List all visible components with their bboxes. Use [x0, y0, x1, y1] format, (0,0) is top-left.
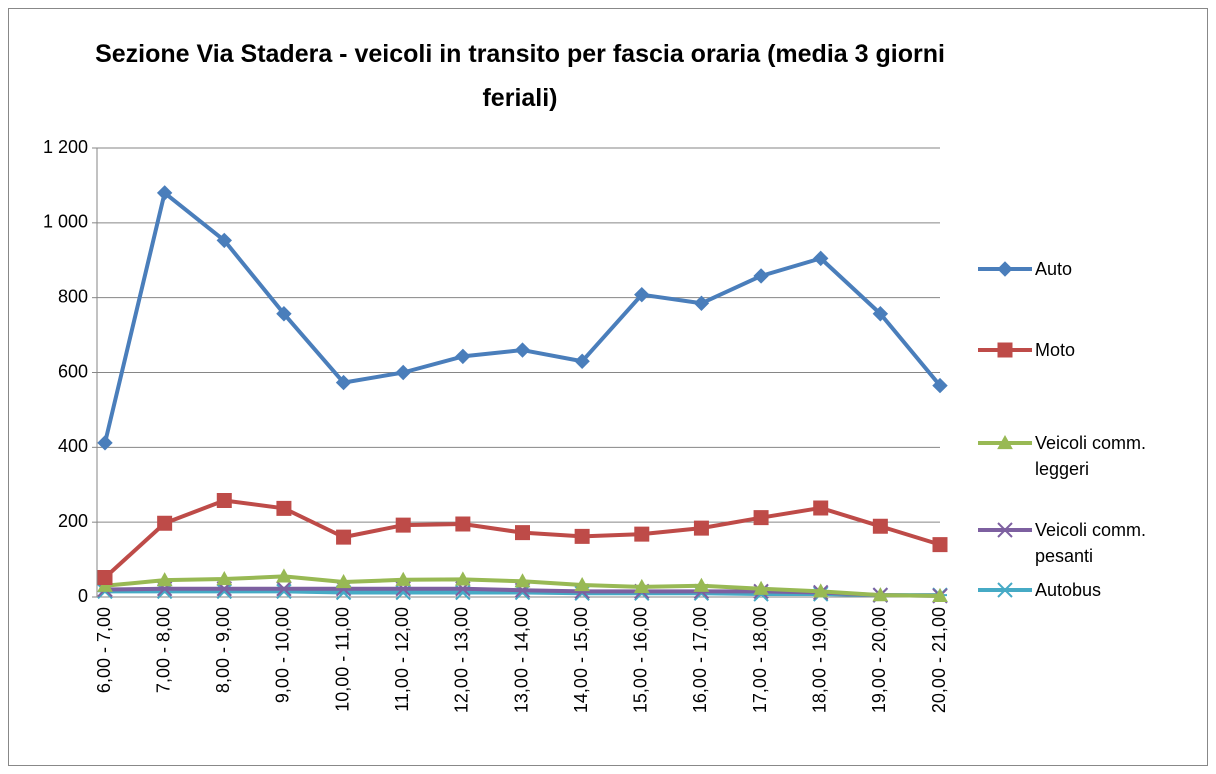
data-point	[156, 185, 173, 201]
data-point	[276, 568, 292, 583]
chart-border	[8, 8, 1208, 766]
data-point	[455, 571, 471, 586]
legend-label: Veicoli comm. pesanti	[1035, 520, 1147, 566]
data-point	[395, 364, 411, 381]
x-tick-label: 19,00 - 20,00	[869, 607, 889, 713]
legend-marker	[997, 434, 1013, 450]
data-point	[335, 574, 352, 589]
x-tick-label: 15,00 - 16,00	[631, 607, 651, 713]
data-point	[932, 587, 948, 602]
data-point	[156, 583, 173, 600]
data-point	[276, 581, 292, 597]
data-point	[932, 377, 948, 394]
data-point	[97, 435, 113, 451]
x-tick-label: 14,00 - 15,00	[571, 607, 591, 713]
x-tick-label: 11,00 - 12,00	[392, 607, 412, 712]
data-point	[932, 537, 948, 553]
x-tick-label: 6,00 - 7,00	[94, 607, 114, 693]
data-point	[693, 295, 710, 311]
data-point	[634, 526, 650, 542]
data-point	[336, 529, 352, 545]
x-tick-label: 17,00 - 18,00	[750, 607, 770, 713]
data-point	[216, 492, 232, 508]
data-point	[455, 348, 471, 365]
data-point	[97, 577, 113, 592]
data-point	[872, 587, 889, 602]
x-tick-label: 8,00 - 9,00	[213, 607, 233, 693]
x-tick-label: 10,00 - 11,00	[332, 607, 352, 712]
data-point	[514, 342, 531, 358]
data-point	[753, 510, 769, 526]
legend-label: Autobus	[1035, 580, 1102, 600]
legend-label: Moto	[1035, 340, 1076, 360]
x-tick-label: 20,00 - 21,00	[929, 607, 949, 713]
data-point	[574, 576, 590, 592]
legend-marker	[997, 582, 1013, 598]
data-point	[157, 515, 173, 531]
legend-marker	[997, 342, 1013, 358]
legend-marker	[997, 261, 1013, 277]
data-point	[812, 583, 829, 598]
legend-label: Auto	[1035, 259, 1073, 279]
data-point	[514, 584, 531, 601]
data-point	[335, 374, 352, 391]
series-line	[103, 190, 942, 444]
data-point	[216, 583, 232, 600]
y-tick-label: 200	[58, 511, 88, 531]
x-tick-label: 9,00 - 10,00	[273, 607, 293, 703]
legend-marker	[997, 522, 1013, 538]
data-point	[872, 518, 888, 534]
data-point	[515, 525, 530, 541]
data-point	[216, 232, 232, 249]
data-point	[574, 528, 590, 544]
y-tick-label: 1 000	[43, 212, 88, 232]
data-point	[156, 572, 173, 587]
chart-title: Sezione Via Stadera - veicoli in transit…	[95, 40, 945, 112]
data-point	[633, 578, 650, 593]
data-point	[276, 583, 292, 600]
data-point	[753, 580, 769, 595]
data-point	[97, 570, 113, 586]
data-point	[216, 571, 233, 586]
data-point	[813, 500, 829, 516]
y-tick-label: 400	[58, 436, 88, 456]
data-point	[872, 306, 889, 322]
legend-label: Veicoli comm. leggeri	[1035, 433, 1147, 479]
data-point	[276, 500, 292, 516]
data-point	[455, 516, 471, 532]
x-tick-label: 7,00 - 8,00	[153, 607, 173, 693]
data-point	[693, 520, 709, 536]
data-point	[753, 268, 769, 284]
data-point	[813, 250, 829, 267]
y-tick-label: 0	[78, 586, 88, 606]
y-tick-label: 800	[58, 286, 88, 306]
x-tick-label: 13,00 - 14,00	[511, 607, 531, 713]
x-tick-label: 18,00 - 19,00	[809, 607, 829, 713]
y-tick-label: 1 200	[43, 137, 88, 157]
data-point	[574, 353, 590, 369]
x-tick-label: 16,00 - 17,00	[690, 607, 710, 713]
x-tick-label: 12,00 - 13,00	[452, 607, 472, 713]
y-tick-label: 600	[58, 361, 88, 381]
data-point	[395, 571, 412, 586]
data-point	[634, 286, 650, 303]
data-point	[693, 577, 710, 592]
data-point	[514, 573, 531, 588]
data-point	[395, 517, 411, 533]
data-point	[276, 306, 292, 322]
